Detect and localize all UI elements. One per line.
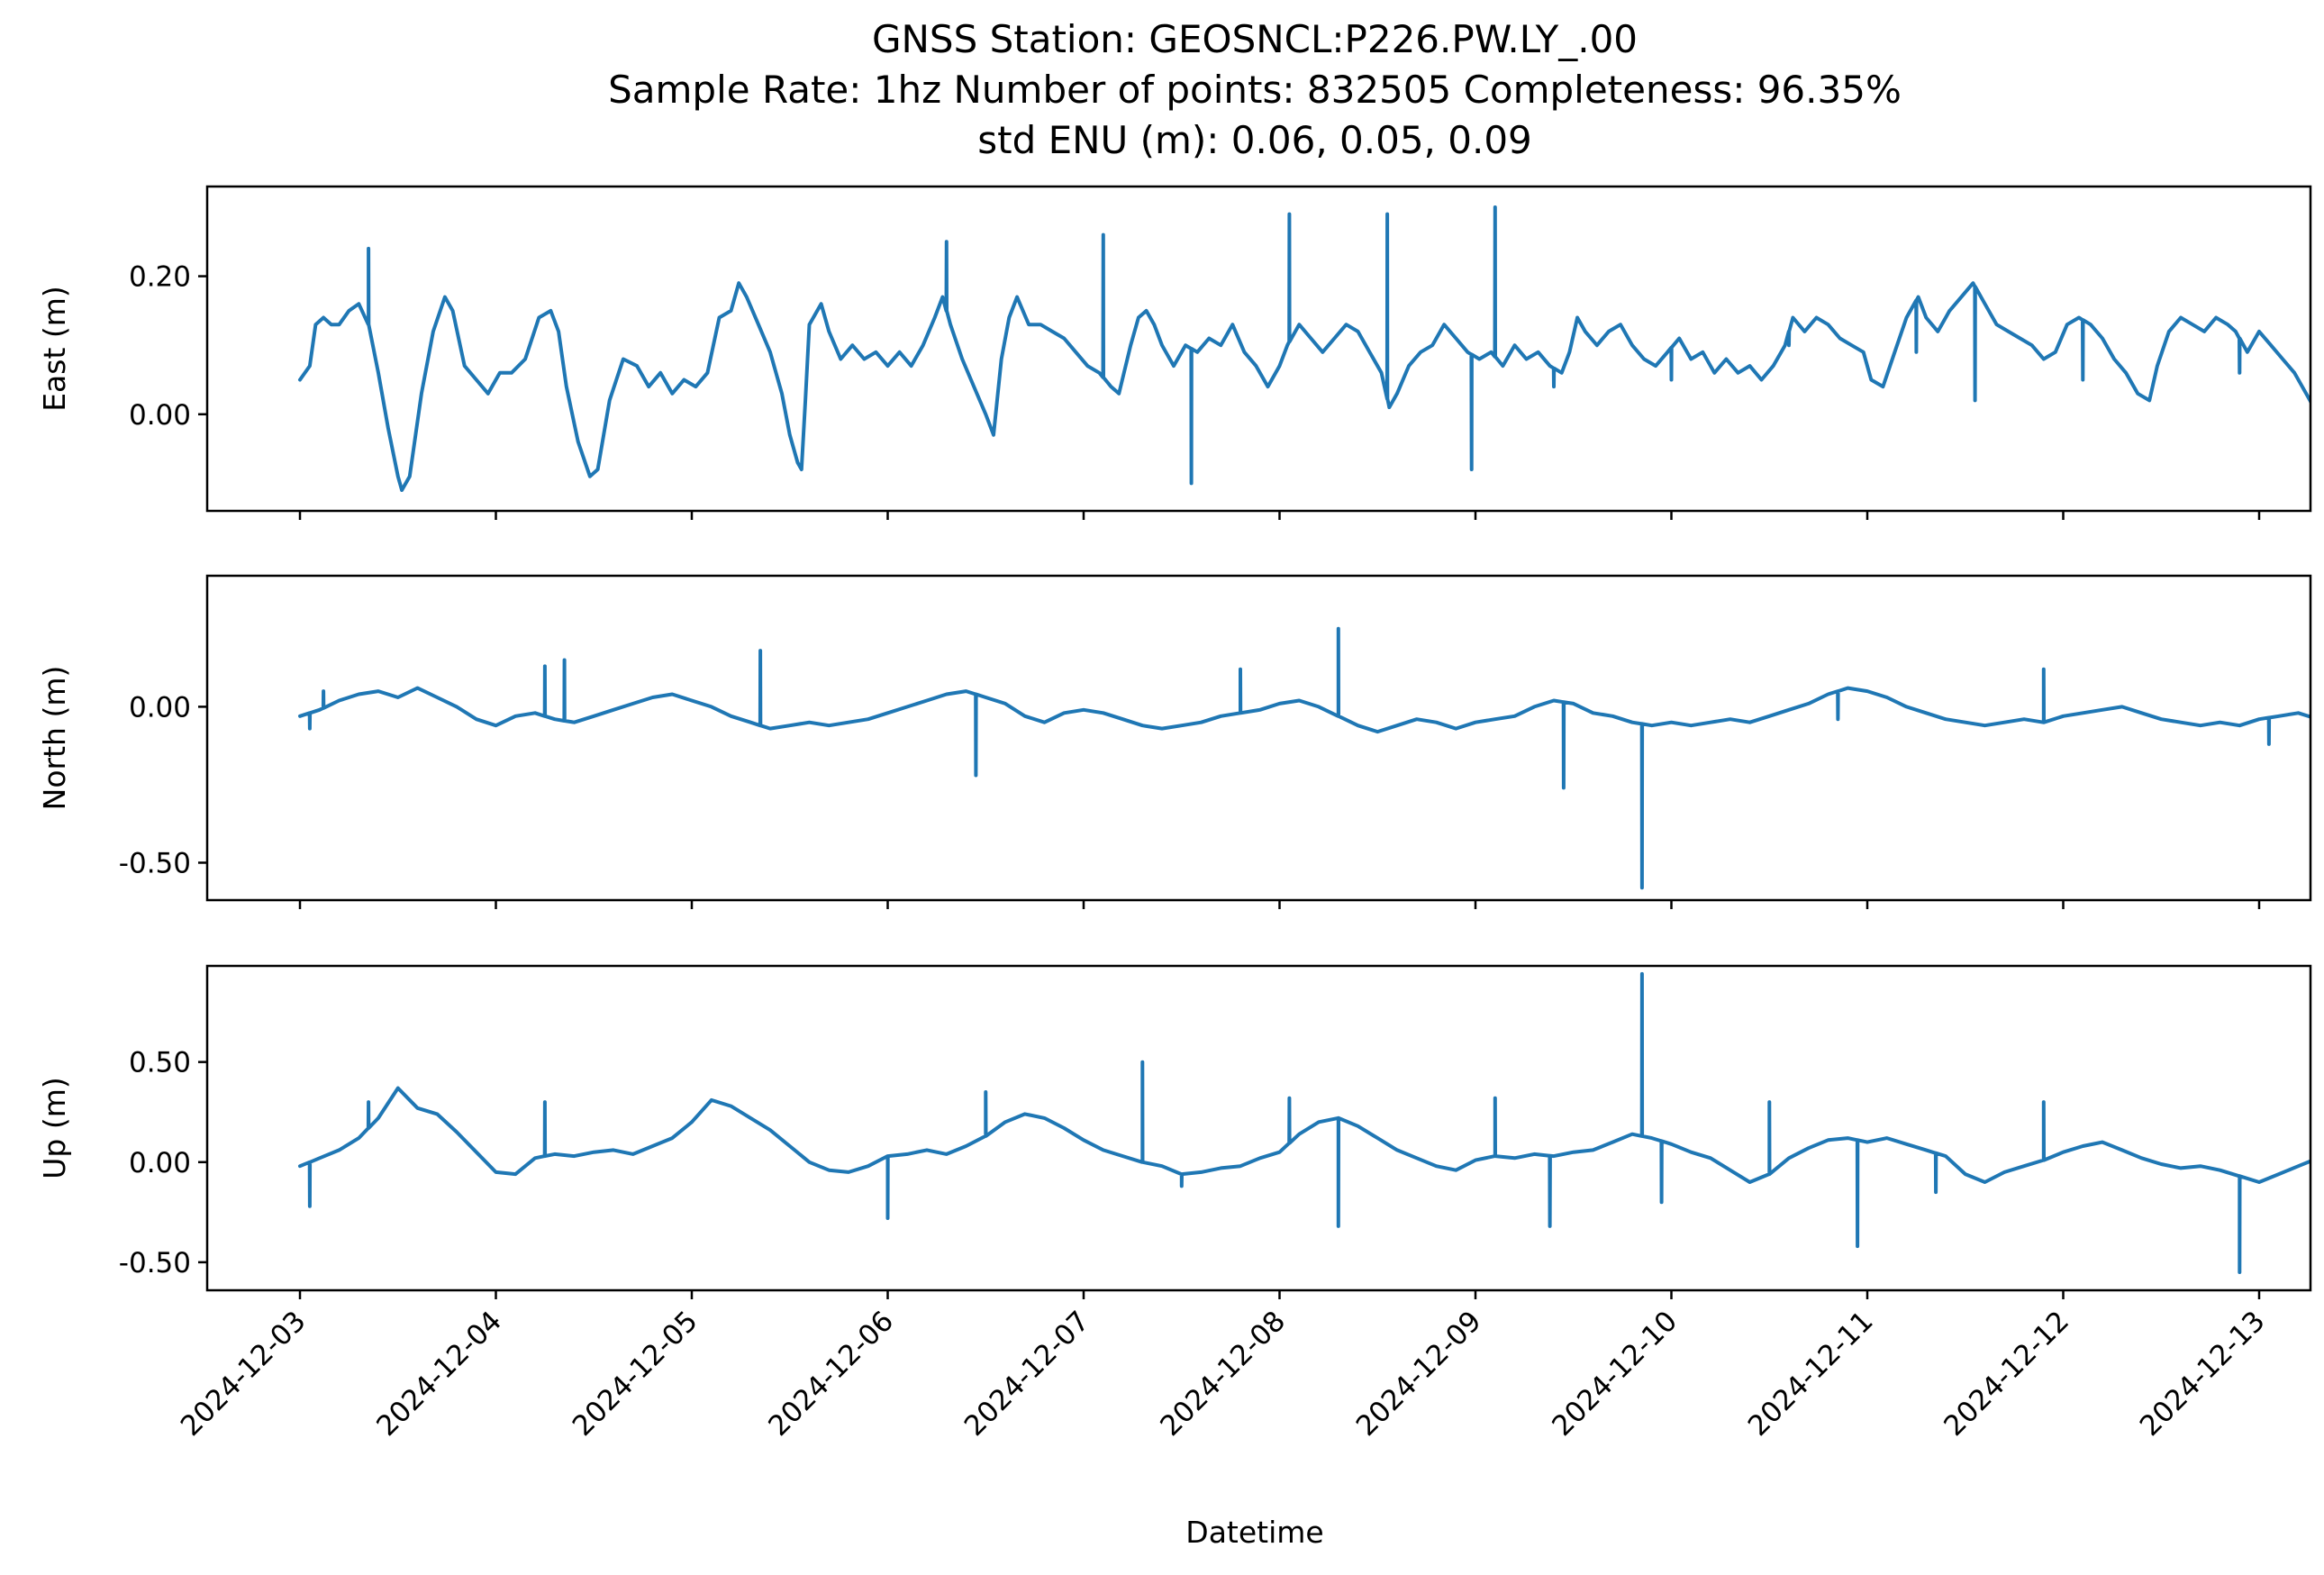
axes-frame-up bbox=[205, 964, 2312, 1292]
series-line-east bbox=[298, 205, 2310, 492]
y-tick-label-up: -0.50 bbox=[119, 1247, 191, 1279]
y-tick-label-north: 0.00 bbox=[129, 691, 191, 724]
axes-frame-north bbox=[205, 574, 2312, 902]
subplot-up: 0.50 0.00 -0.50 Up (m) bbox=[37, 964, 2312, 1299]
axes-frame-east bbox=[205, 185, 2312, 513]
series-line-north bbox=[298, 626, 2310, 890]
chart-title-line-1: GNSS Station: GEOSNCL:P226.PW.LY_.00 bbox=[872, 17, 1638, 61]
y-tick-label-up: 0.50 bbox=[129, 1047, 191, 1079]
subplot-north: 0.00 -0.50 North (m) bbox=[37, 574, 2312, 909]
y-tick-label-up: 0.00 bbox=[129, 1147, 191, 1179]
subplot-east: 0.00 0.20 East (m) bbox=[37, 185, 2312, 520]
chart-title-line-2: Sample Rate: 1hz Number of points: 83250… bbox=[608, 68, 1902, 112]
y-axis-label-north: North (m) bbox=[37, 666, 72, 811]
y-tick-label-north: -0.50 bbox=[119, 847, 191, 879]
x-axis-label: Datetime bbox=[1185, 1515, 1323, 1550]
y-axis-label-up: Up (m) bbox=[37, 1077, 72, 1179]
y-axis-label-east: East (m) bbox=[37, 286, 72, 412]
y-tick-label-east: 0.00 bbox=[129, 399, 191, 432]
chart-title-line-3: std ENU (m): 0.06, 0.05, 0.09 bbox=[977, 118, 1532, 162]
y-tick-label-east: 0.20 bbox=[129, 261, 191, 294]
series-line-up bbox=[298, 971, 2310, 1274]
